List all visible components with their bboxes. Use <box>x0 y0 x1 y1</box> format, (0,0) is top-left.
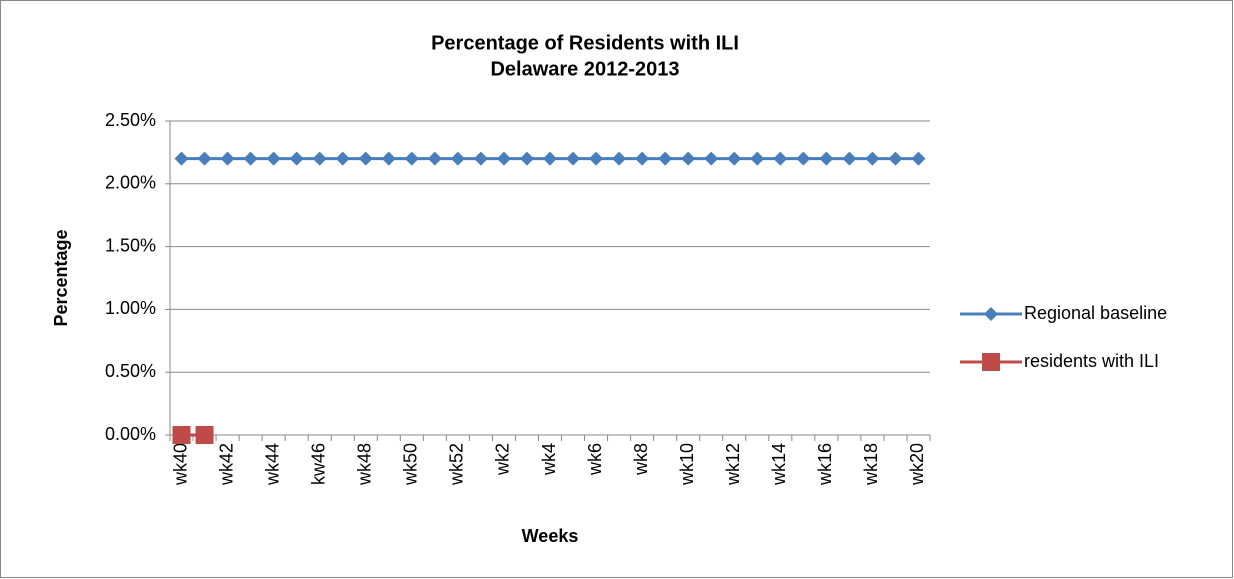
data-point <box>404 151 419 166</box>
chart-title: Delaware 2012-2013 <box>490 58 679 80</box>
data-point <box>888 151 903 166</box>
legend-label: Regional baseline <box>1024 303 1167 323</box>
data-point <box>381 151 396 166</box>
legend-marker <box>982 353 1000 371</box>
y-tick-label: 0.50% <box>105 361 156 381</box>
x-tick-label: wk44 <box>262 443 282 486</box>
data-point <box>681 151 696 166</box>
data-point <box>658 151 673 166</box>
data-point <box>473 151 488 166</box>
y-tick-label: 2.50% <box>105 110 156 130</box>
data-point <box>773 151 788 166</box>
y-axis-title: Percentage <box>51 229 71 326</box>
x-tick-label: wk12 <box>723 443 743 486</box>
x-tick-label: wk4 <box>539 443 559 476</box>
data-point <box>266 151 281 166</box>
x-tick-label: wk18 <box>861 443 881 486</box>
data-point <box>635 151 650 166</box>
data-point <box>450 151 465 166</box>
data-point <box>172 426 191 444</box>
data-point <box>335 151 350 166</box>
data-point <box>911 151 926 166</box>
data-point <box>197 151 212 166</box>
data-point <box>566 151 581 166</box>
x-tick-label: wk8 <box>631 443 651 476</box>
x-tick-label: wk10 <box>677 443 697 486</box>
data-point <box>174 151 189 166</box>
data-point <box>519 151 534 166</box>
y-tick-label: 0.00% <box>105 424 156 444</box>
data-point <box>842 151 857 166</box>
data-point <box>427 151 442 166</box>
x-tick-label: kw46 <box>308 443 328 485</box>
chart-title: Percentage of Residents with ILI <box>431 32 739 54</box>
data-point <box>358 151 373 166</box>
data-point <box>496 151 511 166</box>
data-point <box>312 151 327 166</box>
x-tick-label: wk52 <box>447 443 467 486</box>
data-point <box>865 151 880 166</box>
x-tick-label: wk20 <box>907 443 927 486</box>
data-point <box>612 151 627 166</box>
data-point <box>704 151 719 166</box>
legend-marker <box>984 307 998 321</box>
y-tick-label: 1.50% <box>105 235 156 255</box>
data-point <box>796 151 811 166</box>
x-tick-label: wk2 <box>493 443 513 476</box>
data-point <box>543 151 557 166</box>
x-tick-label: wk48 <box>355 443 375 486</box>
x-tick-label: wk50 <box>401 443 421 486</box>
legend-label: residents with ILI <box>1024 351 1159 371</box>
data-point <box>727 151 742 166</box>
x-tick-label: wk16 <box>815 443 835 486</box>
data-point <box>289 151 304 166</box>
x-tick-label: wk40 <box>170 443 190 486</box>
y-tick-label: 1.00% <box>105 298 156 318</box>
data-point <box>750 151 765 166</box>
y-tick-label: 2.00% <box>105 173 156 193</box>
data-point <box>243 151 258 166</box>
x-tick-label: wk42 <box>216 443 236 486</box>
x-tick-label: wk6 <box>585 443 605 476</box>
data-point <box>220 151 235 166</box>
x-axis-title: Weeks <box>522 526 579 546</box>
data-point <box>589 151 604 166</box>
data-point <box>195 426 214 444</box>
data-point <box>819 151 834 166</box>
x-tick-label: wk14 <box>769 443 789 486</box>
